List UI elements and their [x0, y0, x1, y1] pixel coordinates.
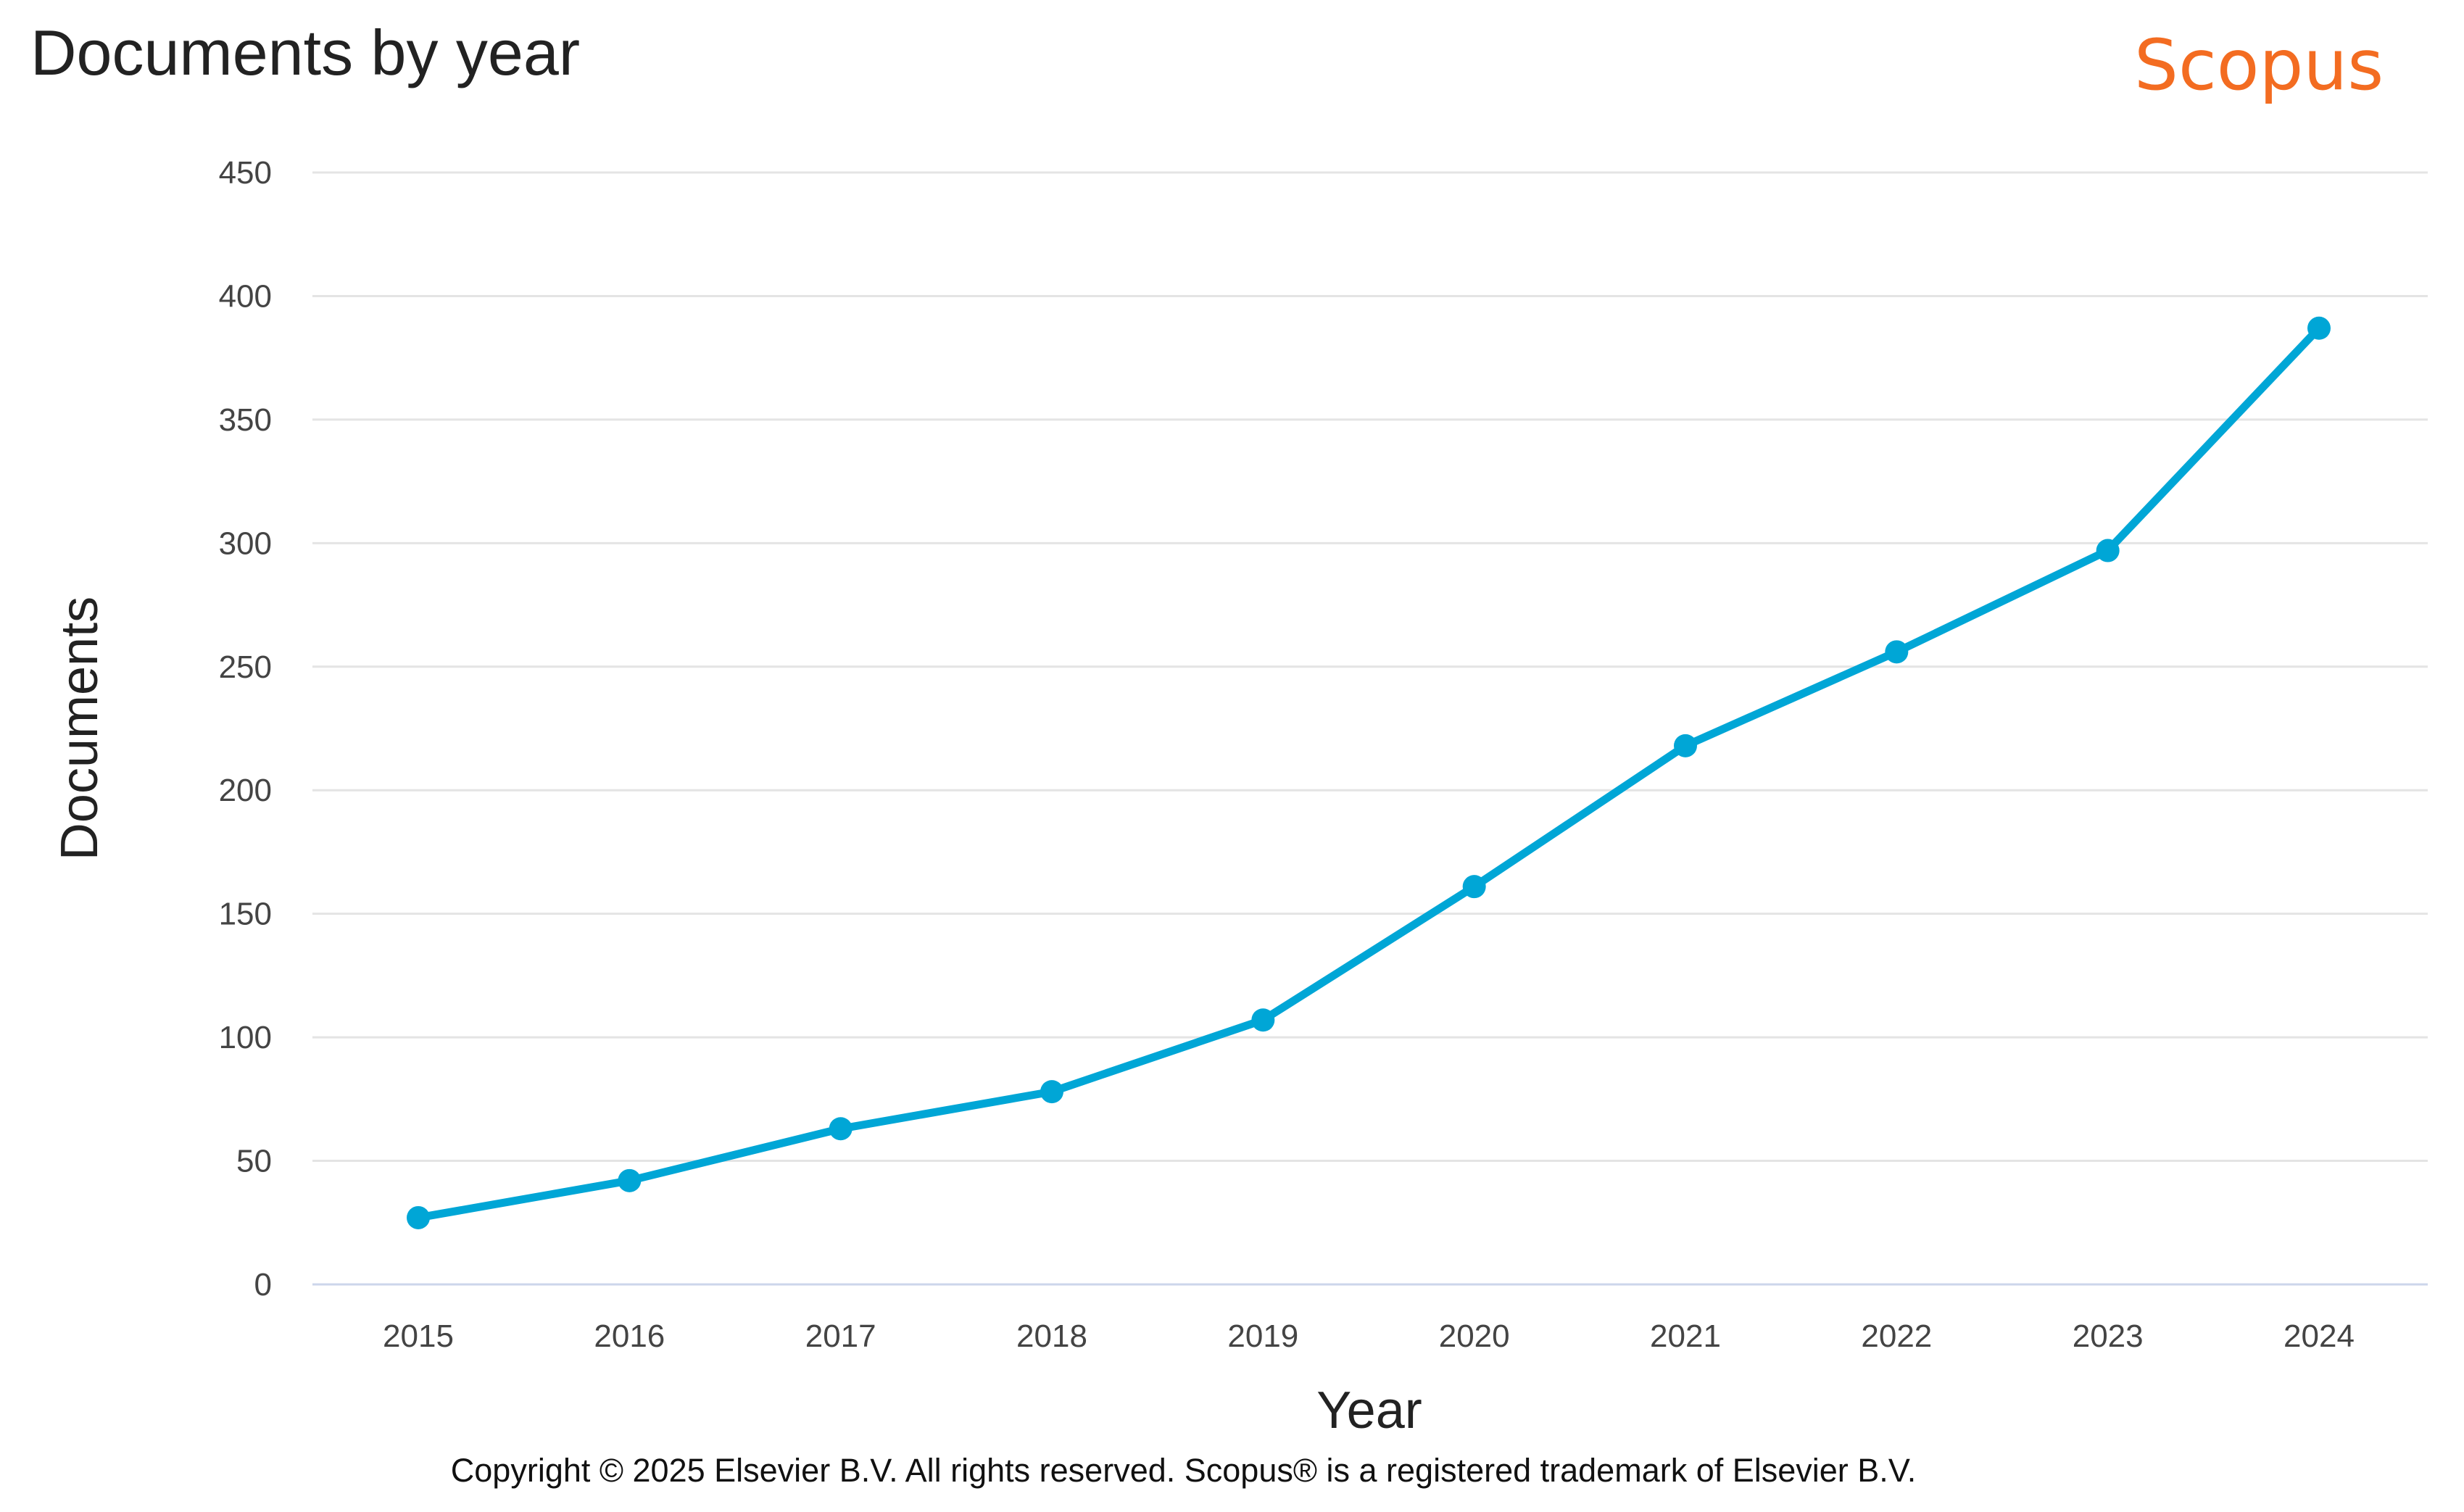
y-tick-label: 50	[236, 1144, 272, 1179]
data-point	[1885, 640, 1909, 664]
x-tick-label: 2022	[1861, 1318, 1932, 1354]
chart-title: Documents by year	[30, 17, 581, 88]
x-tick-label: 2020	[1439, 1318, 1510, 1354]
y-tick-label: 200	[219, 773, 272, 808]
data-point	[1251, 1008, 1275, 1032]
data-point	[407, 1205, 430, 1229]
data-point	[1674, 734, 1697, 757]
data-point	[2096, 539, 2120, 562]
x-tick-label: 2023	[2073, 1318, 2144, 1354]
x-tick-label: 2017	[805, 1318, 876, 1354]
y-tick-label: 450	[219, 155, 272, 191]
data-point	[829, 1117, 853, 1141]
copyright-notice: Copyright © 2025 Elsevier B.V. All right…	[450, 1452, 1917, 1489]
x-tick-label: 2024	[2283, 1318, 2355, 1354]
y-tick-label: 0	[254, 1267, 272, 1303]
y-tick-label: 150	[219, 897, 272, 932]
data-point	[1040, 1080, 1063, 1104]
x-tick-label: 2019	[1227, 1318, 1298, 1354]
y-axis-title: Documents	[51, 597, 109, 860]
series-line	[418, 325, 2322, 1222]
x-tick-label: 2021	[1650, 1318, 1721, 1354]
data-point	[1462, 875, 1486, 899]
x-tick-label: 2018	[1016, 1318, 1087, 1354]
x-axis-title: Year	[1316, 1382, 1422, 1440]
data-point	[2307, 316, 2331, 340]
data-point	[618, 1168, 642, 1192]
y-tick-label: 300	[219, 526, 272, 561]
scopus-logo: Scopus	[2134, 25, 2384, 106]
y-tick-label: 100	[219, 1020, 272, 1055]
x-tick-label: 2016	[594, 1318, 665, 1354]
x-tick-label: 2015	[383, 1318, 454, 1354]
y-tick-label: 250	[219, 649, 272, 685]
y-tick-label: 400	[219, 278, 272, 314]
y-tick-label: 350	[219, 402, 272, 438]
